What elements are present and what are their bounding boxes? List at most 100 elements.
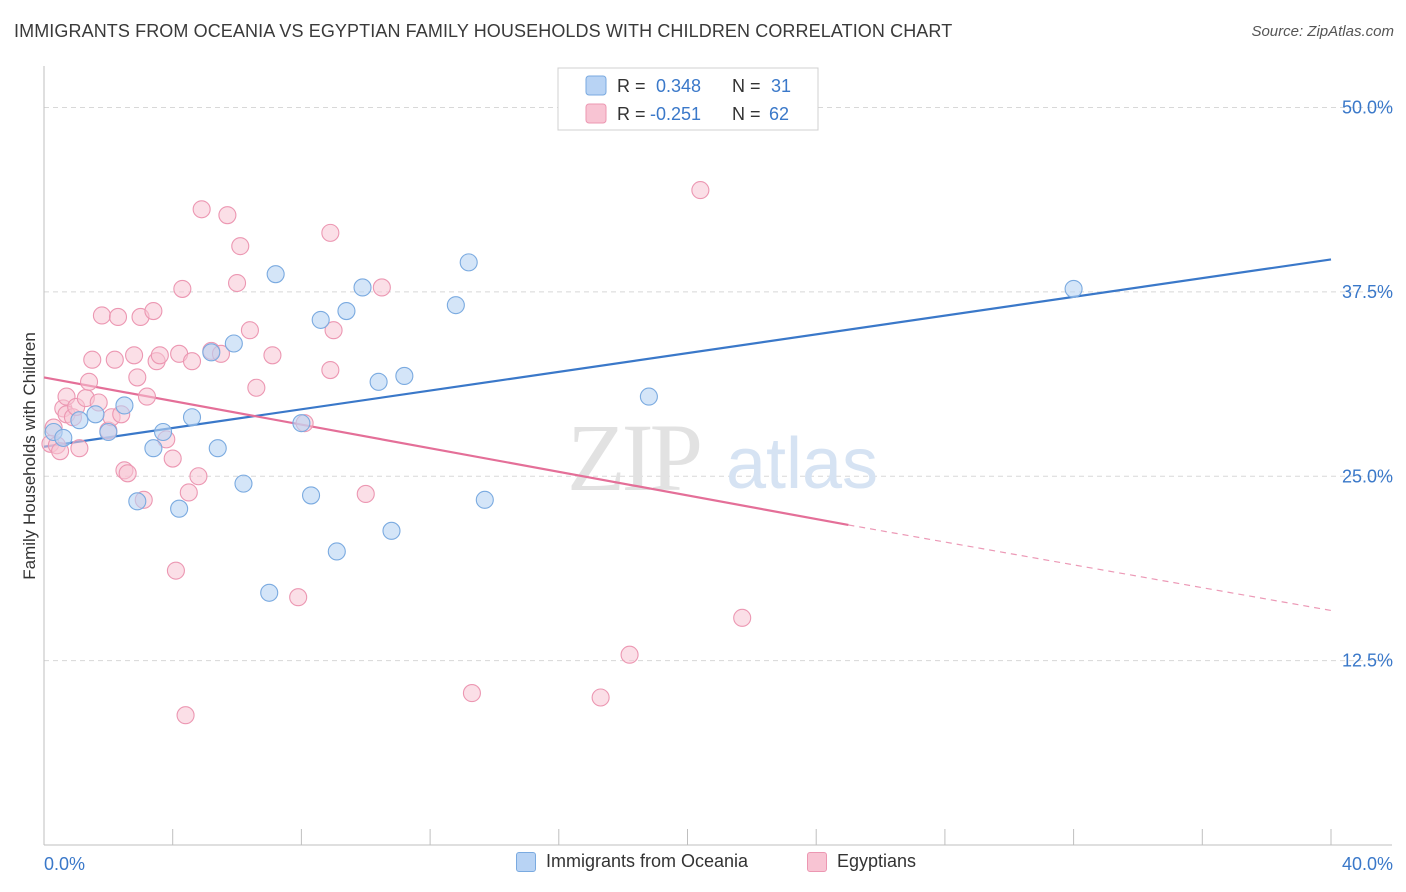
y-tick-label: 25.0%	[1342, 466, 1393, 486]
data-point-egyptians	[231, 237, 250, 256]
points-pink	[41, 181, 752, 725]
data-point-egyptians	[321, 360, 340, 380]
legend-blue-r-label: R =	[617, 76, 646, 96]
data-point-oceania	[292, 414, 311, 433]
data-point-oceania	[266, 265, 285, 284]
data-point-egyptians	[137, 387, 157, 406]
data-point-egyptians	[218, 206, 237, 225]
legend-blue-n-label: N =	[732, 76, 761, 96]
x-tick-label: 40.0%	[1342, 854, 1393, 874]
data-point-egyptians	[92, 306, 111, 325]
legend-pink-r-value: -0.251	[650, 104, 701, 124]
data-point-oceania	[639, 387, 658, 406]
data-point-egyptians	[691, 181, 710, 200]
data-point-oceania	[327, 542, 346, 561]
legend-pink-n-value: 62	[769, 104, 789, 124]
data-point-oceania	[70, 411, 89, 430]
data-point-egyptians	[247, 378, 266, 397]
data-point-oceania	[224, 334, 243, 353]
data-point-oceania	[208, 439, 227, 458]
data-point-oceania	[144, 439, 163, 458]
data-point-egyptians	[125, 346, 144, 365]
data-point-egyptians	[128, 368, 147, 387]
data-point-egyptians	[150, 346, 169, 365]
data-point-oceania	[459, 253, 478, 272]
data-point-egyptians	[144, 301, 163, 321]
data-point-egyptians	[356, 484, 375, 504]
trend-line-egyptians	[43, 376, 849, 527]
legend-pink-r-label: R =	[617, 104, 646, 124]
data-point-egyptians	[321, 223, 340, 242]
data-point-egyptians	[462, 684, 481, 703]
data-point-egyptians	[182, 352, 202, 371]
data-point-oceania	[395, 366, 414, 386]
data-point-oceania	[115, 396, 134, 415]
legend-item-oceania: Immigrants from Oceania	[516, 851, 748, 872]
data-point-oceania	[234, 474, 253, 493]
data-point-egyptians	[173, 279, 192, 298]
legend-swatch-egyptians	[807, 851, 827, 872]
data-point-egyptians	[372, 278, 391, 297]
data-point-oceania	[128, 492, 147, 511]
legend-label-oceania: Immigrants from Oceania	[546, 851, 749, 871]
series-legend: Immigrants from Oceania Egyptians	[0, 851, 1406, 877]
data-point-oceania	[1064, 279, 1083, 298]
data-point-oceania	[86, 405, 105, 424]
data-point-egyptians	[179, 483, 198, 502]
data-point-oceania	[337, 301, 356, 321]
data-point-oceania	[54, 428, 73, 447]
trend-line-egyptians-extension	[848, 524, 1332, 612]
y-tick-label: 37.5%	[1342, 282, 1393, 302]
data-point-oceania	[202, 343, 221, 362]
legend-swatch-blue	[585, 75, 607, 96]
data-point-oceania	[260, 583, 279, 602]
data-point-egyptians	[591, 688, 610, 707]
trend-lines	[43, 258, 1332, 612]
trend-line-oceania	[43, 258, 1332, 448]
legend-swatch-pink	[585, 103, 607, 124]
data-point-egyptians	[163, 449, 182, 468]
data-point-oceania	[311, 310, 330, 329]
watermark-atlas: atlas	[726, 424, 878, 504]
data-point-egyptians	[192, 200, 211, 219]
data-point-oceania	[446, 296, 465, 315]
chart-title: IMMIGRANTS FROM OCEANIA VS EGYPTIAN FAMI…	[14, 21, 953, 41]
data-point-oceania	[170, 499, 189, 518]
data-point-egyptians	[189, 467, 208, 486]
data-point-oceania	[182, 408, 202, 427]
data-point-egyptians	[79, 372, 99, 391]
data-point-egyptians	[105, 350, 124, 369]
data-point-oceania	[369, 372, 388, 391]
data-point-oceania	[353, 278, 372, 297]
legend-blue-n-value: 31	[771, 76, 791, 96]
data-point-egyptians	[176, 706, 195, 725]
data-point-egyptians	[166, 561, 185, 580]
data-point-oceania	[382, 521, 401, 540]
legend-item-egyptians: Egyptians	[807, 851, 916, 872]
data-point-egyptians	[289, 588, 308, 607]
x-tick-labels: 0.0% 40.0%	[44, 854, 1393, 874]
axes	[43, 66, 1392, 846]
data-point-egyptians	[118, 464, 137, 483]
points-blue	[44, 253, 1083, 602]
legend-swatch-oceania	[516, 851, 536, 872]
data-point-egyptians	[228, 273, 247, 293]
legend-pink-n-label: N =	[732, 104, 761, 124]
source-label: Source: ZipAtlas.com	[1251, 23, 1394, 40]
data-point-egyptians	[70, 439, 89, 458]
data-point-egyptians	[108, 307, 128, 327]
gridlines	[44, 107, 1391, 662]
data-point-oceania	[153, 422, 173, 442]
data-point-egyptians	[733, 608, 752, 627]
data-point-oceania	[475, 490, 494, 509]
data-point-oceania	[99, 422, 118, 442]
y-tick-labels: 12.5% 25.0% 37.5% 50.0%	[1342, 98, 1393, 671]
data-point-egyptians	[240, 321, 259, 340]
y-tick-label: 50.0%	[1342, 98, 1393, 118]
stats-legend: R = 0.348 N = 31 R = -0.251 N = 62	[557, 67, 819, 131]
y-axis-label: Family Households with Children	[20, 332, 39, 580]
data-point-egyptians	[263, 346, 282, 365]
data-point-egyptians	[620, 645, 639, 664]
legend-label-egyptians: Egyptians	[837, 851, 917, 871]
